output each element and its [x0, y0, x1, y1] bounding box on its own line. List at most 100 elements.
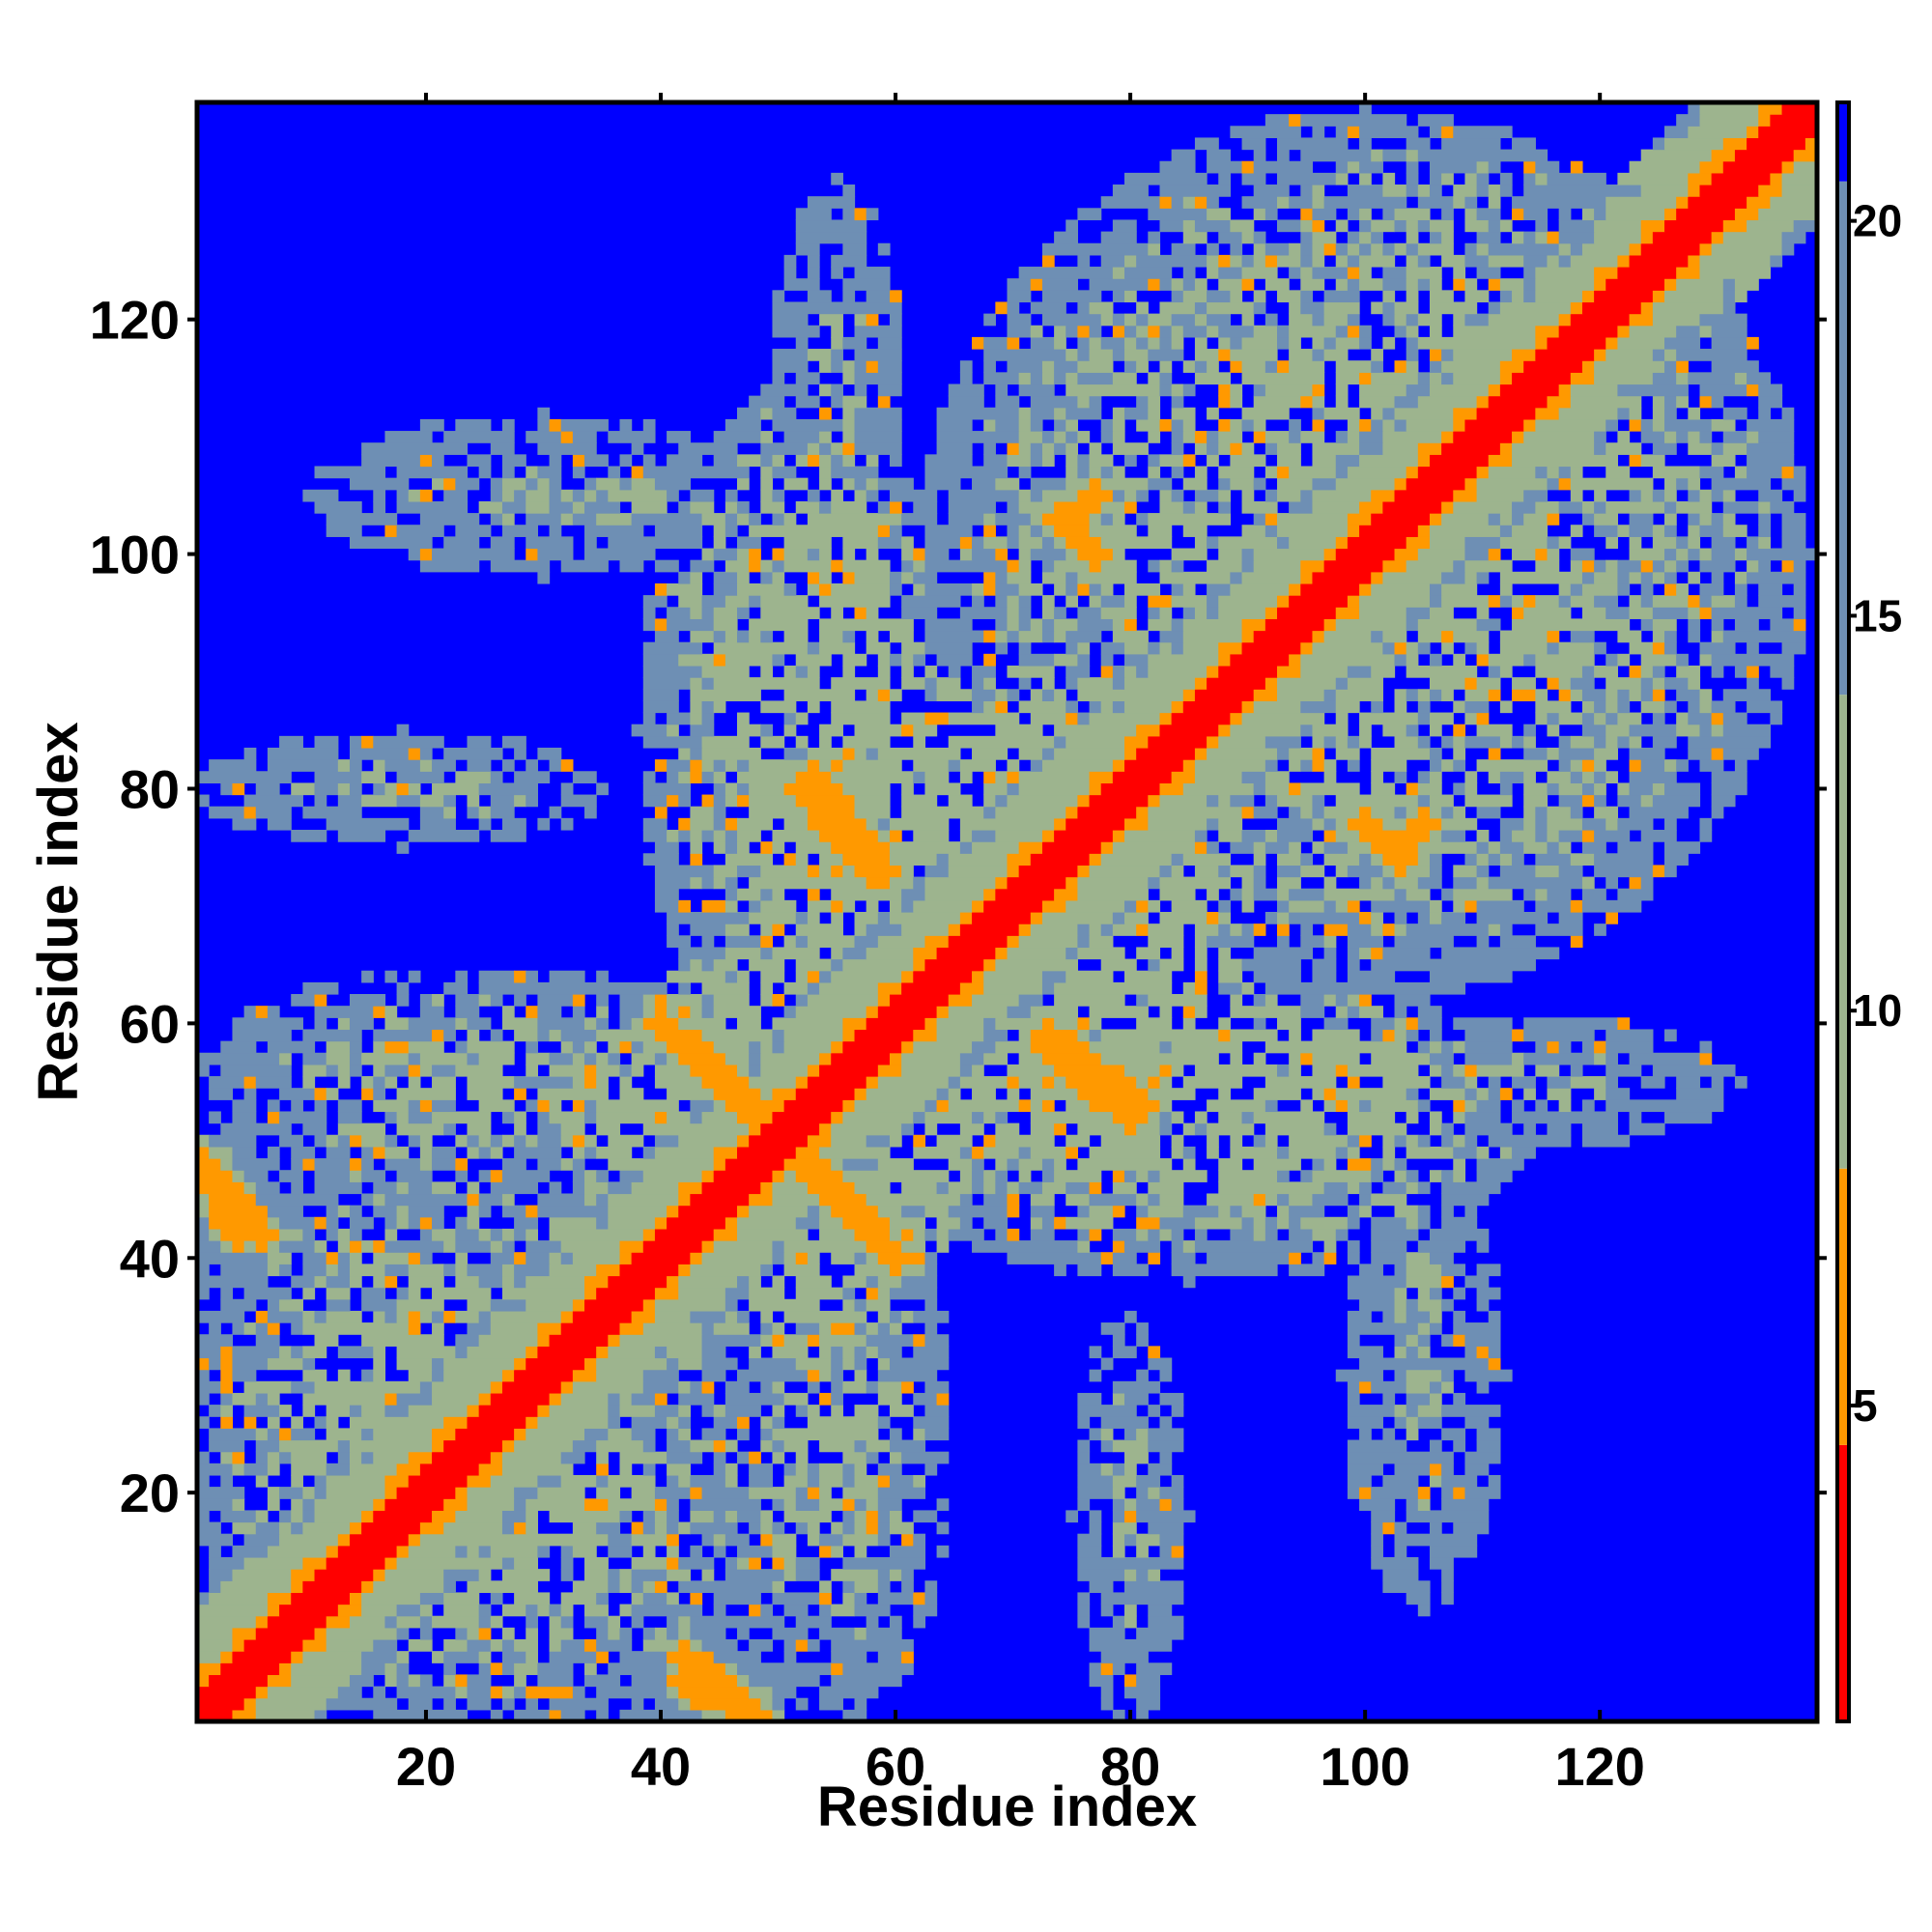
heatmap-cell — [1241, 641, 1301, 655]
heatmap-cell — [948, 712, 1020, 725]
heatmap-cell — [1300, 254, 1314, 268]
heatmap-cell — [1770, 114, 1818, 127]
heatmap-cell — [1594, 771, 1606, 783]
heatmap-cell — [831, 970, 902, 983]
heatmap-cell — [572, 466, 585, 479]
heatmap-cell — [1148, 923, 1184, 936]
heatmap-cell — [1077, 1205, 1091, 1218]
heatmap-cell — [995, 1111, 1009, 1124]
heatmap-cell — [349, 1040, 362, 1054]
heatmap-cell — [1371, 1545, 1383, 1558]
heatmap-cell — [772, 1686, 797, 1699]
heatmap-cell — [983, 454, 1009, 468]
heatmap-cell — [1207, 912, 1219, 924]
heatmap-cell — [1359, 208, 1372, 221]
heatmap-cell — [737, 1662, 832, 1676]
heatmap-cell — [1323, 994, 1337, 1007]
heatmap-cell — [631, 1697, 644, 1711]
heatmap-cell — [1171, 1064, 1184, 1077]
heatmap-cell — [1241, 1111, 1255, 1124]
heatmap-cell — [1371, 1216, 1407, 1230]
heatmap-cell — [1312, 336, 1325, 350]
heatmap-cell — [831, 384, 843, 397]
heatmap-cell — [291, 1580, 303, 1593]
heatmap-cell — [243, 1463, 269, 1476]
heatmap-cell — [1054, 829, 1114, 842]
heatmap-cell — [1429, 759, 1442, 772]
heatmap-cell — [842, 1463, 856, 1476]
heatmap-cell — [526, 1346, 539, 1359]
heatmap-cell — [1148, 607, 1161, 619]
heatmap-cell — [1535, 290, 1583, 303]
heatmap-cell — [690, 1498, 761, 1511]
heatmap-cell — [467, 1264, 503, 1277]
heatmap-cell — [232, 1322, 245, 1335]
heatmap-cell — [783, 1604, 809, 1617]
heatmap-cell — [901, 1275, 938, 1289]
heatmap-cell — [936, 1017, 984, 1031]
heatmap-cell — [1429, 185, 1442, 197]
heatmap-cell — [737, 548, 750, 561]
heatmap-cell — [209, 1569, 234, 1581]
heatmap-cell — [349, 536, 433, 550]
heatmap-cell — [807, 1463, 820, 1476]
heatmap-cell — [1688, 172, 1713, 185]
heatmap-cell — [197, 771, 292, 783]
heatmap-cell — [690, 559, 715, 573]
heatmap-cell — [983, 571, 996, 584]
heatmap-cell — [1688, 513, 1701, 526]
heatmap-cell — [819, 724, 843, 737]
heatmap-cell — [1089, 1580, 1114, 1593]
heatmap-cell — [1605, 1076, 1619, 1089]
heatmap-cell — [490, 1298, 526, 1312]
heatmap-cell — [724, 630, 738, 643]
heatmap-cell — [889, 1615, 902, 1629]
heatmap-cell — [1406, 1510, 1490, 1523]
heatmap-cell — [842, 1099, 856, 1113]
heatmap-cell — [713, 1545, 726, 1558]
heatmap-cell — [1394, 865, 1407, 878]
heatmap-cell — [572, 1170, 585, 1182]
heatmap-cell — [1512, 500, 1536, 514]
heatmap-cell — [455, 1006, 480, 1018]
heatmap-cell — [1512, 431, 1524, 443]
heatmap-cell — [1722, 278, 1736, 291]
heatmap-cell — [667, 618, 715, 632]
heatmap-cell — [1136, 1216, 1161, 1230]
heatmap-cell — [678, 1686, 750, 1699]
heatmap-cell — [455, 418, 492, 432]
heatmap-cell — [772, 372, 785, 385]
heatmap-cell — [701, 759, 715, 772]
heatmap-cell — [1629, 242, 1642, 256]
heatmap-cell — [1711, 242, 1783, 256]
heatmap-cell — [490, 1228, 503, 1241]
heatmap-cell — [831, 759, 843, 772]
heatmap-cell — [1652, 782, 1665, 796]
heatmap-cell — [1476, 653, 1490, 667]
heatmap-cell — [1077, 1392, 1102, 1406]
heatmap-cell — [948, 489, 1020, 502]
heatmap-cell — [1488, 185, 1501, 197]
heatmap-cell — [1359, 395, 1396, 409]
heatmap-cell — [866, 1521, 879, 1535]
heatmap-cell — [432, 1111, 492, 1124]
heatmap-cell — [1241, 899, 1255, 913]
heatmap-cell — [560, 1709, 585, 1722]
heatmap-cell — [866, 360, 879, 373]
heatmap-cell — [408, 1205, 444, 1218]
heatmap-cell — [1382, 1569, 1419, 1581]
heatmap-cell — [608, 1498, 656, 1511]
heatmap-cell — [690, 1006, 703, 1018]
heatmap-cell — [1747, 466, 1783, 479]
heatmap-cell — [760, 1697, 774, 1711]
heatmap-cell — [889, 689, 902, 701]
heatmap-cell — [302, 1029, 362, 1042]
heatmap-cell — [1512, 1029, 1524, 1042]
heatmap-cell — [1617, 571, 1631, 584]
heatmap-cell — [1253, 841, 1266, 854]
heatmap-cell — [1089, 1510, 1102, 1523]
heatmap-cell — [642, 1240, 703, 1253]
heatmap-cell — [690, 1264, 761, 1277]
heatmap-cell — [877, 1533, 891, 1547]
heatmap-cell — [255, 1006, 269, 1018]
